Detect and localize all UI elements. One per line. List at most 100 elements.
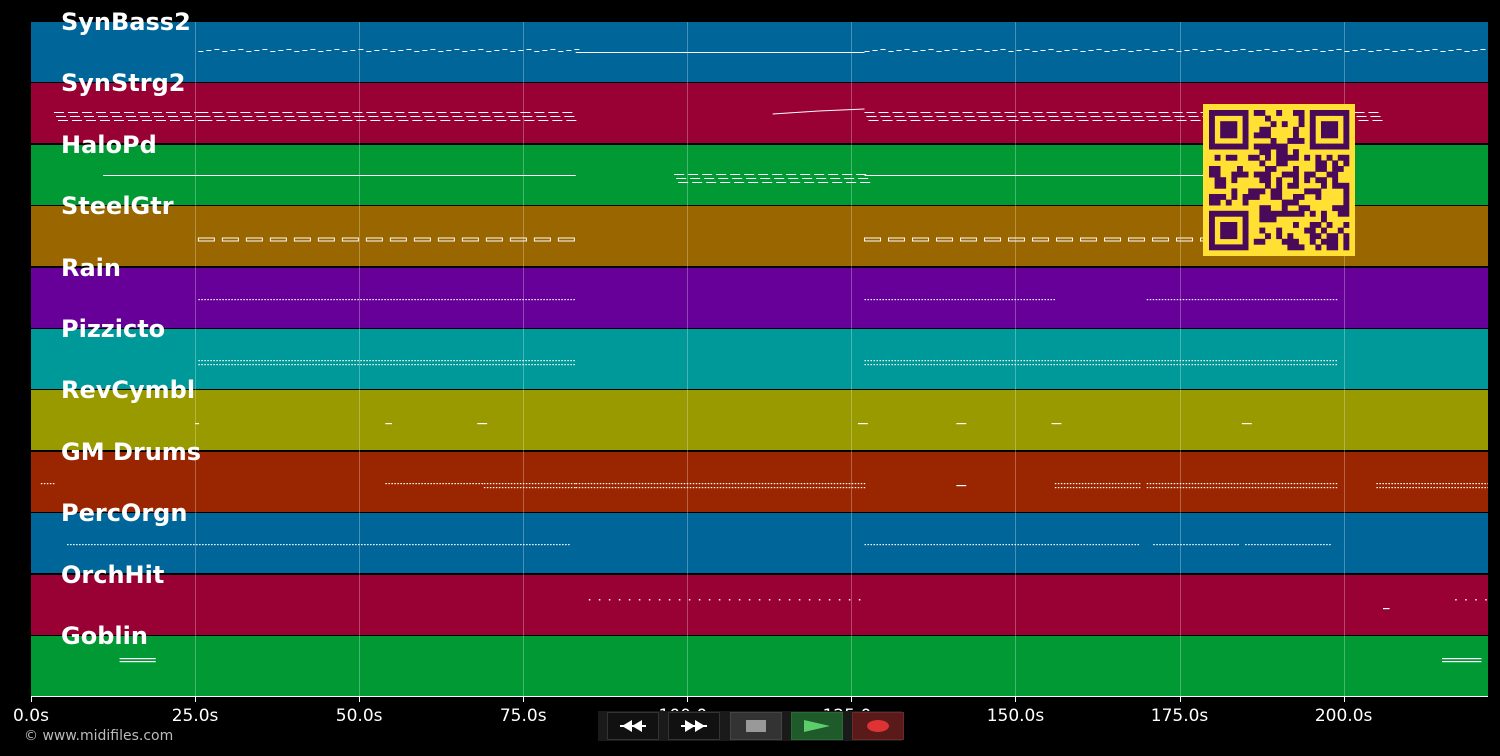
note-segment — [198, 49, 580, 52]
note-segment — [575, 482, 866, 488]
fast-forward-icon — [681, 720, 707, 732]
note-roll — [103, 173, 1213, 183]
track-lane — [31, 329, 1488, 389]
note-roll — [195, 423, 1252, 425]
note-segment — [1245, 544, 1331, 546]
note-segment — [198, 298, 575, 300]
note-segment — [1376, 482, 1488, 488]
axis-tick — [1343, 696, 1345, 702]
stop-button[interactable] — [730, 712, 782, 740]
record-button[interactable] — [852, 712, 904, 740]
note-segment — [198, 360, 575, 366]
track-lanes — [31, 22, 1488, 696]
note-segment — [674, 173, 871, 183]
copyright-text: © www.midifiles.com — [24, 728, 174, 744]
note-segment — [575, 52, 865, 53]
stop-icon — [746, 720, 766, 732]
track-lane — [31, 513, 1488, 574]
track-lane — [31, 267, 1488, 328]
track-name: Rain — [61, 253, 121, 282]
note-segment — [857, 423, 868, 425]
axis-tick — [195, 696, 197, 702]
note-roll — [198, 49, 1486, 53]
note-segment — [1146, 482, 1338, 488]
axis-line — [31, 696, 1488, 697]
note-roll — [588, 598, 1487, 609]
axis-tick — [1015, 696, 1017, 702]
note-roll — [197, 237, 1218, 242]
note-roll — [67, 544, 1331, 546]
axis-tick — [359, 696, 361, 702]
note-segment — [1054, 482, 1141, 488]
fast-forward-button[interactable] — [668, 712, 720, 740]
track-name: Goblin — [61, 622, 148, 650]
note-segment — [1153, 544, 1239, 546]
axis-tick — [31, 696, 32, 702]
axis-tick-label: 175.0s — [1150, 706, 1209, 726]
track-name: SynBass2 — [61, 8, 191, 36]
note-segment — [195, 423, 200, 425]
note-segment — [864, 237, 1218, 242]
note-segment — [385, 482, 483, 484]
axis-tick — [523, 696, 525, 702]
track-lane — [31, 636, 1488, 696]
note-segment — [956, 423, 967, 425]
note-segment — [1442, 658, 1482, 663]
track-name: OrchHit — [61, 560, 165, 589]
note-segment — [197, 237, 575, 242]
note-segment — [1241, 423, 1252, 425]
axis-tick-label: 75.0s — [499, 706, 547, 726]
axis-tick — [687, 696, 689, 702]
note-segment — [772, 108, 865, 115]
record-icon — [867, 720, 889, 732]
note-segment — [1051, 423, 1062, 425]
note-segment — [1382, 607, 1390, 609]
track-name: RevCymbl — [61, 376, 196, 405]
rewind-button[interactable] — [607, 712, 659, 740]
note-segment — [588, 598, 861, 601]
note-segment — [40, 482, 55, 484]
note-segment — [103, 174, 576, 176]
note-segment — [864, 360, 1338, 366]
note-roll — [40, 482, 1488, 488]
axis-tick — [851, 696, 853, 702]
axis-tick — [1179, 696, 1181, 702]
track-name: SteelGtr — [61, 192, 174, 221]
play-icon — [804, 720, 830, 732]
track-lane — [31, 390, 1488, 451]
note-segment — [864, 544, 1140, 546]
note-segment — [1146, 298, 1338, 300]
track-lane — [31, 451, 1488, 512]
axis-tick-label: 50.0s — [335, 706, 383, 726]
note-roll — [119, 658, 1482, 663]
note-segment — [477, 423, 488, 425]
track-lane — [31, 574, 1488, 635]
transport-controls — [598, 711, 904, 741]
note-segment — [864, 298, 1056, 300]
track-name: Pizzicto — [61, 315, 166, 343]
axis-tick-label: 0.0s — [13, 706, 49, 726]
note-segment — [119, 658, 156, 663]
axis-tick-label: 150.0s — [986, 706, 1045, 726]
note-segment — [483, 482, 576, 488]
note-segment — [1455, 598, 1487, 601]
note-roll — [198, 298, 1338, 300]
play-button[interactable] — [791, 712, 843, 740]
note-segment — [864, 49, 1486, 52]
rewind-icon — [620, 720, 646, 732]
note-segment — [864, 174, 1213, 176]
qr-code — [1203, 104, 1355, 256]
axis-tick-label: 200.0s — [1314, 706, 1373, 726]
track-name: PercOrgn — [61, 499, 188, 528]
note-segment — [956, 484, 967, 486]
track-name: SynStrg2 — [61, 69, 186, 98]
track-name: HaloPd — [61, 130, 157, 159]
track-lane — [31, 22, 1488, 82]
note-roll — [198, 360, 1338, 366]
axis-tick-label: 25.0s — [171, 706, 219, 726]
track-name: GM Drums — [61, 437, 202, 466]
note-segment — [198, 112, 577, 122]
note-segment — [67, 544, 570, 546]
note-segment — [53, 112, 208, 122]
